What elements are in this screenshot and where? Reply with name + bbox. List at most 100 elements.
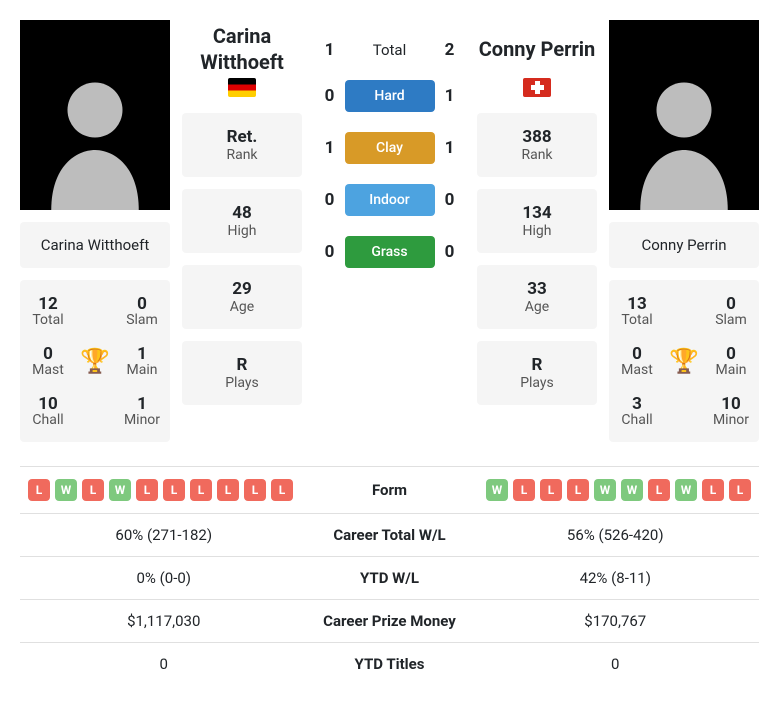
- p2-age: 33: [481, 279, 593, 299]
- form-pill: L: [271, 479, 293, 501]
- h2h-hard-p1: 0: [315, 86, 345, 106]
- grass-pill[interactable]: Grass: [345, 236, 435, 268]
- p2-ytd-titles: 0: [480, 655, 752, 673]
- form-pill: L: [513, 479, 535, 501]
- hard-pill[interactable]: Hard: [345, 80, 435, 112]
- p2-ytd-wl: 42% (8-11): [480, 569, 752, 587]
- h2h-total-p1: 1: [315, 40, 345, 60]
- h2h-clay-p1: 1: [315, 138, 345, 158]
- stats-table: LWLWLLLLLL Form WLLLWWLWLL 60% (271-182)…: [20, 466, 759, 685]
- indoor-pill[interactable]: Indoor: [345, 184, 435, 216]
- p1-ytd-titles: 0: [28, 655, 300, 673]
- p2-career-money: $170,767: [480, 612, 752, 630]
- form-pill: L: [190, 479, 212, 501]
- p2-rank-col: Conny Perrin 388 Rank 134 High 33 Age R …: [477, 20, 597, 405]
- h2h-hard-p2: 1: [435, 86, 465, 106]
- p1-titles-card: 12 Total 0 Slam 0 Mast 🏆 1 Main 10 Chall…: [20, 280, 170, 442]
- h2h-clay-p2: 1: [435, 138, 465, 158]
- slam-label: Slam: [126, 312, 158, 328]
- form-pill: W: [55, 479, 77, 501]
- mast-label: Mast: [621, 362, 653, 378]
- career-money-label: Career Prize Money: [300, 612, 480, 630]
- chall-label: Chall: [621, 412, 652, 428]
- form-pill: L: [217, 479, 239, 501]
- form-pill: L: [702, 479, 724, 501]
- p2-rank: 388: [481, 127, 593, 147]
- form-pill: W: [109, 479, 131, 501]
- p1-slam: 0: [126, 294, 158, 314]
- p2-total: 13: [621, 294, 652, 314]
- age-label: Age: [481, 299, 593, 315]
- silhouette-icon: [609, 60, 759, 210]
- top-comparison: Carina Witthoeft 12 Total 0 Slam 0 Mast …: [20, 20, 759, 442]
- p1-name-card: Carina Witthoeft: [20, 222, 170, 268]
- p2-minor: 10: [713, 394, 749, 414]
- trophy-icon: 🏆: [80, 347, 110, 375]
- career-wl-label: Career Total W/L: [300, 526, 480, 544]
- clay-pill[interactable]: Clay: [345, 132, 435, 164]
- minor-label: Minor: [124, 412, 160, 428]
- total-label: Total: [32, 312, 63, 328]
- high-label: High: [481, 223, 593, 239]
- chall-label: Chall: [32, 412, 63, 428]
- form-pill: W: [621, 479, 643, 501]
- high-label: High: [186, 223, 298, 239]
- p1-photo: [20, 20, 170, 210]
- p2-career-wl: 56% (526-420): [480, 526, 752, 544]
- p1-rank: Ret.: [186, 127, 298, 147]
- form-pill: L: [540, 479, 562, 501]
- plays-label: Plays: [481, 375, 593, 391]
- p2-form: WLLLWWLWLL: [480, 479, 752, 501]
- p1-mast: 0: [32, 344, 64, 364]
- main-label: Main: [716, 362, 747, 378]
- h2h-indoor-p1: 0: [315, 190, 345, 210]
- p2-name-card: Conny Perrin: [609, 222, 759, 268]
- slam-label: Slam: [715, 312, 747, 328]
- p2-photo-col: Conny Perrin 13 Total 0 Slam 0 Mast 🏆 0 …: [609, 20, 759, 442]
- h2h-grass-p2: 0: [435, 242, 465, 262]
- p1-main: 1: [127, 344, 158, 364]
- p1-rank-col: Carina Witthoeft Ret. Rank 48 High 29 Ag…: [182, 20, 302, 405]
- p2-header-name: Conny Perrin: [477, 20, 597, 78]
- p2-plays: R: [481, 355, 593, 375]
- rank-label: Rank: [186, 147, 298, 163]
- p1-high: 48: [186, 203, 298, 223]
- rank-label: Rank: [481, 147, 593, 163]
- form-pill: L: [567, 479, 589, 501]
- form-pill: W: [675, 479, 697, 501]
- h2h-grass-p1: 0: [315, 242, 345, 262]
- form-label: Form: [300, 481, 480, 499]
- p1-minor: 1: [124, 394, 160, 414]
- ch-flag-icon: [523, 78, 551, 97]
- h2h-total-label: Total: [345, 41, 435, 59]
- total-label: Total: [621, 312, 652, 328]
- trophy-icon: 🏆: [669, 347, 699, 375]
- p1-age: 29: [186, 279, 298, 299]
- p2-mast: 0: [621, 344, 653, 364]
- p1-career-money: $1,117,030: [28, 612, 300, 630]
- form-pill: L: [729, 479, 751, 501]
- p1-total: 12: [32, 294, 63, 314]
- form-pill: L: [136, 479, 158, 501]
- p1-header-name: Carina Witthoeft: [182, 20, 302, 78]
- plays-label: Plays: [186, 375, 298, 391]
- form-pill: L: [244, 479, 266, 501]
- form-pill: L: [163, 479, 185, 501]
- p1-form: LWLWLLLLLL: [28, 479, 300, 501]
- p2-high: 134: [481, 203, 593, 223]
- de-flag-icon: [228, 78, 256, 97]
- p1-plays: R: [186, 355, 298, 375]
- h2h-indoor-p2: 0: [435, 190, 465, 210]
- main-label: Main: [127, 362, 158, 378]
- form-pill: L: [28, 479, 50, 501]
- h2h-col: 1 Total 2 0 Hard 1 1 Clay 1 0 Indoor 0 0…: [314, 20, 465, 268]
- p1-photo-col: Carina Witthoeft 12 Total 0 Slam 0 Mast …: [20, 20, 170, 442]
- p2-slam: 0: [715, 294, 747, 314]
- p2-photo: [609, 20, 759, 210]
- p1-career-wl: 60% (271-182): [28, 526, 300, 544]
- form-pill: L: [82, 479, 104, 501]
- p2-titles-card: 13 Total 0 Slam 0 Mast 🏆 0 Main 3 Chall …: [609, 280, 759, 442]
- silhouette-icon: [20, 60, 170, 210]
- p1-ytd-wl: 0% (0-0): [28, 569, 300, 587]
- form-pill: W: [594, 479, 616, 501]
